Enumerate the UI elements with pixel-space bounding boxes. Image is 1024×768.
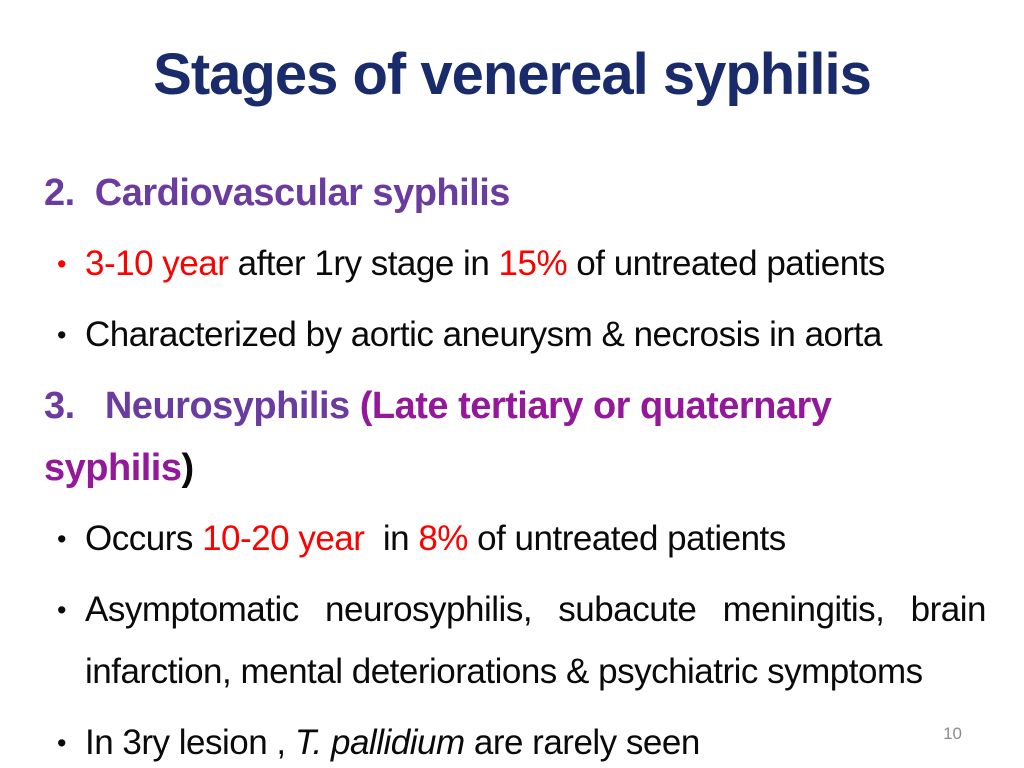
bullet-item: • Occurs 10-20 year in 8% of untreated pa…: [44, 508, 986, 570]
numbered-heading: 2. Cardiovascular syphilis: [44, 162, 986, 224]
line-text: Characterized by aortic aneurysm & necro…: [85, 304, 986, 366]
text-segment: ): [181, 447, 195, 489]
line-text: 3-10 year after 1ry stage in 15% of untr…: [85, 233, 986, 295]
text-segment: 3. Neurosyphilis: [44, 385, 360, 427]
text-segment: 3-10 year: [85, 244, 229, 283]
text-segment: T. pallidium: [294, 723, 474, 762]
numbered-heading: 3. Neurosyphilis (Late tertiary or quate…: [44, 375, 986, 499]
bullet-item: • 3-10 year after 1ry stage in 15% of unt…: [44, 233, 986, 295]
text-segment: 8%: [418, 519, 468, 558]
bullet-item: • In 3ry lesion , T. pallidium are rarely…: [44, 712, 986, 768]
text-segment: Occurs: [85, 519, 203, 558]
text-segment: 2. Cardiovascular syphilis: [44, 172, 510, 214]
text-segment: Asymptomatic neurosyphilis, subacute men…: [85, 590, 996, 691]
line-text: In 3ry lesion , T. pallidium are rarely …: [85, 712, 986, 768]
line-text: Occurs 10-20 year in 8% of untreated pat…: [85, 508, 986, 570]
slide-body: 2. Cardiovascular syphilis • 3-10 year aft…: [0, 162, 1024, 768]
line-text: Asymptomatic neurosyphilis, subacute men…: [85, 579, 987, 703]
text-segment: (Late tertiary or quaternary syphilis: [44, 385, 842, 489]
text-segment: of untreated patients: [567, 244, 885, 283]
text-segment: are rarely seen: [473, 723, 700, 762]
text-segment: in: [364, 519, 419, 558]
line-text: 3. Neurosyphilis (Late tertiary or quate…: [44, 375, 986, 499]
text-segment: In 3ry lesion ,: [85, 723, 295, 762]
text-segment: 15%: [498, 244, 568, 283]
bullet-item: • Characterized by aortic aneurysm & necr…: [44, 304, 986, 366]
bullet-marker: •: [57, 524, 66, 554]
bullet-marker: •: [57, 728, 66, 758]
text-segment: Characterized by aortic aneurysm & necro…: [85, 315, 882, 354]
text-segment: 10-20 year: [202, 519, 365, 558]
bullet-marker: •: [57, 595, 66, 625]
bullet-item: • Asymptomatic neurosyphilis, subacute me…: [44, 579, 987, 703]
bullet-marker: •: [57, 320, 66, 350]
line-text: 2. Cardiovascular syphilis: [44, 162, 986, 224]
bullet-marker: •: [57, 249, 66, 279]
text-segment: after 1ry stage in: [228, 244, 499, 283]
text-segment: of untreated patients: [467, 519, 786, 558]
slide-title: Stages of venereal syphilis: [153, 42, 872, 107]
page-number: 10: [943, 724, 962, 743]
